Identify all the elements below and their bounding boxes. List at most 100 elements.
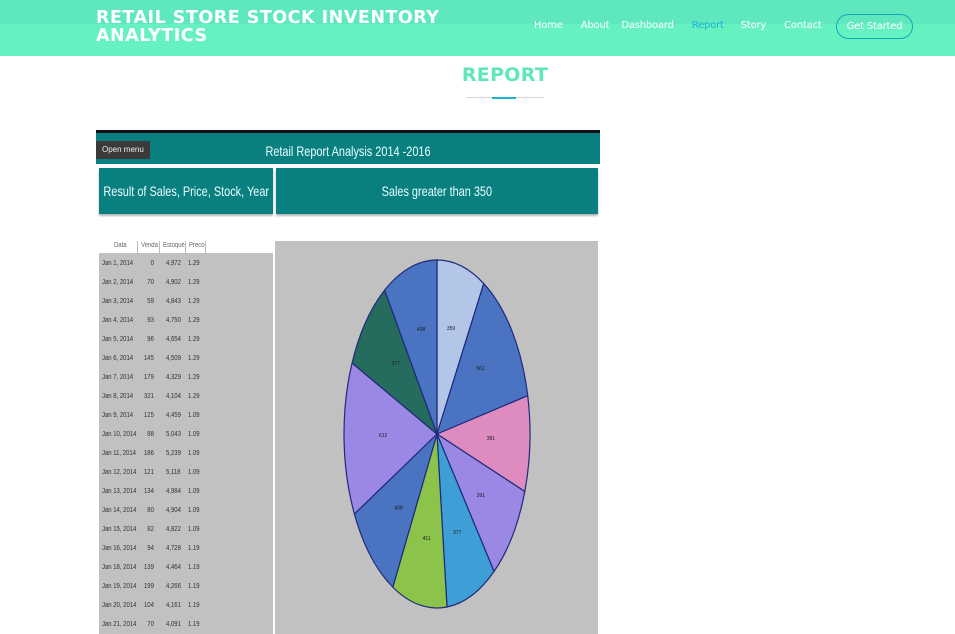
pie-slice[interactable] (436, 282, 529, 436)
table-cell: 1.29 (188, 317, 200, 324)
table-cell: Jan 18, 2014 (102, 564, 137, 571)
nav-link-contact[interactable]: Contact (784, 20, 822, 31)
table-row: Jan 14, 2014 80 4,904 1.09 (99, 501, 273, 520)
table-cell: Jan 15, 2014 (102, 526, 137, 533)
pie-slice-label: 408 (394, 506, 403, 512)
table-cell: 4,972 (166, 260, 181, 267)
table-cell: 70 (147, 621, 154, 628)
table-cell: Jan 6, 2014 (102, 355, 134, 362)
table-cell: 1.09 (188, 450, 200, 457)
open-menu-button[interactable]: Open menu (96, 141, 150, 159)
table-row: Jan 18, 2014 139 4,464 1.19 (99, 558, 273, 577)
table-cell: Jan 19, 2014 (102, 583, 137, 590)
table-row: Jan 7, 2014 179 4,329 1.29 (99, 368, 273, 387)
table-cell: 4,329 (166, 374, 181, 381)
pie-slice-label: 381 (487, 436, 496, 442)
table-cell: 5,118 (166, 469, 181, 476)
table-row: Jan 15, 2014 82 4,822 1.09 (99, 520, 273, 539)
pie-slice-label: 377 (453, 530, 462, 536)
pie-slice[interactable] (392, 433, 448, 609)
nav-link-report[interactable]: Report (691, 20, 724, 31)
table-cell: 4,161 (166, 602, 181, 609)
nav-link-dashboard[interactable]: Dashboard (621, 20, 674, 31)
table-cell: Jan 7, 2014 (102, 374, 134, 381)
table-cell: Jan 13, 2014 (102, 488, 137, 495)
right-panel-header: Sales greater than 350 (276, 168, 598, 214)
right-panel-title: Sales greater than 350 (381, 183, 493, 199)
table-cell: 82 (147, 526, 154, 533)
table-header-row: Data Venda Estoque Preco (99, 241, 273, 253)
nav-link-story[interactable]: Story (740, 20, 767, 31)
table-cell: 4,822 (166, 526, 181, 533)
table-cell: 4,750 (166, 317, 181, 324)
table-row: Jan 4, 2014 93 4,750 1.29 (99, 311, 273, 330)
pie-slice[interactable] (436, 433, 495, 608)
table-row: Jan 11, 2014 186 5,239 1.09 (99, 444, 273, 463)
table-row: Jan 13, 2014 134 4,984 1.09 (99, 482, 273, 501)
table-cell: Jan 8, 2014 (102, 393, 134, 400)
table-row: Jan 20, 2014 104 4,161 1.19 (99, 596, 273, 615)
table-cell: 4,459 (166, 412, 181, 419)
pie-slice[interactable] (436, 259, 485, 435)
table-cell: 321 (143, 393, 154, 400)
table-cell: 4,984 (166, 488, 181, 495)
table-cell: 139 (143, 564, 154, 571)
get-started-button[interactable]: Get Started (836, 14, 913, 39)
table-cell: Jan 12, 2014 (102, 469, 137, 476)
pie-slice[interactable] (435, 432, 526, 573)
table-cell: 186 (143, 450, 154, 457)
table-row: Jan 19, 2014 199 4,266 1.19 (99, 577, 273, 596)
pie-slice[interactable] (343, 362, 438, 516)
table-cell: 1.29 (188, 393, 200, 400)
table-cell: 1.09 (188, 488, 200, 495)
table-cell: 199 (143, 583, 154, 590)
table-row: Jan 2, 2014 70 4,902 1.29 (99, 273, 273, 292)
pie-chart-svg: 359 561 381 391 377 411 408 612 377 408 (343, 259, 531, 609)
table-cell: 1.29 (188, 336, 200, 343)
nav-link-home[interactable]: Home (534, 20, 563, 31)
table-cell: 145 (143, 355, 154, 362)
top-navbar: RETAIL STORE STOCK INVENTORY ANALYTICS H… (0, 0, 955, 56)
table-cell: 1.29 (188, 355, 200, 362)
table-cell: 93 (147, 317, 154, 324)
table-row: Jan 8, 2014 321 4,104 1.29 (99, 387, 273, 406)
pie-slice[interactable] (435, 394, 531, 493)
table-header-cell: Estoque (163, 242, 185, 249)
table-cell: 1.09 (188, 431, 200, 438)
table-row: Jan 3, 2014 59 4,843 1.29 (99, 292, 273, 311)
table-cell: 1.19 (188, 583, 200, 590)
pie-slice[interactable] (353, 432, 439, 589)
brand-logo-text[interactable]: RETAIL STORE STOCK INVENTORY ANALYTICS (96, 8, 440, 46)
left-panel-title: Result of Sales, Price, Stock, Year (103, 183, 269, 199)
table-cell: 1.29 (188, 279, 200, 286)
table-cell: 4,654 (166, 336, 181, 343)
table-cell: Jan 16, 2014 (102, 545, 137, 552)
pie-slice-label: 561 (476, 366, 485, 372)
table-header-divider (159, 241, 160, 253)
table-row: Jan 10, 2014 88 5,043 1.09 (99, 425, 273, 444)
sales-pie-chart[interactable]: 359 561 381 391 377 411 408 612 377 408 (275, 241, 598, 634)
report-embed[interactable]: Retail Report Analysis 2014 -2016 Open m… (96, 130, 600, 634)
table-cell: Jan 9, 2014 (102, 412, 134, 419)
table-cell: 4,104 (166, 393, 181, 400)
table-cell: Jan 20, 2014 (102, 602, 137, 609)
pie-slice[interactable] (383, 259, 438, 435)
sales-table[interactable]: Data Venda Estoque Preco Jan 1, 2014 0 4,972 1.… (99, 241, 273, 634)
table-cell: 1.19 (188, 564, 200, 571)
report-banner-title: Retail Report Analysis 2014 -2016 (265, 143, 431, 159)
table-cell: 59 (147, 298, 154, 305)
table-cell: 4,904 (166, 507, 181, 514)
pie-slice-label: 377 (391, 361, 400, 367)
pie-slice[interactable] (351, 288, 439, 436)
pie-slice-label: 408 (417, 327, 426, 333)
table-cell: Jan 2, 2014 (102, 279, 134, 286)
table-cell: 179 (143, 374, 154, 381)
table-header-divider (205, 241, 206, 253)
table-cell: 4,843 (166, 298, 181, 305)
table-cell: 1.19 (188, 602, 200, 609)
table-cell: 5,043 (166, 431, 181, 438)
table-header-divider (137, 241, 138, 253)
nav-link-about[interactable]: About (580, 20, 610, 31)
table-cell: 1.19 (188, 621, 200, 628)
table-cell: Jan 21, 2014 (102, 621, 137, 628)
